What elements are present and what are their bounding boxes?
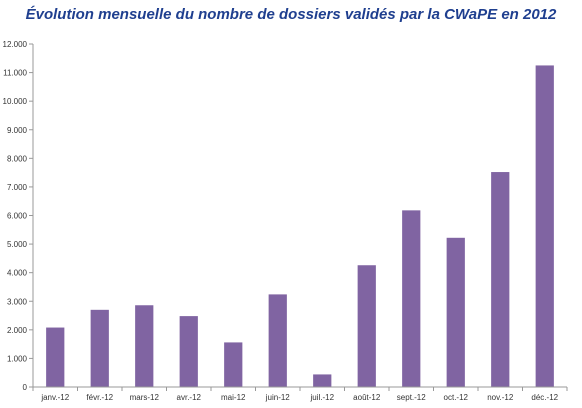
x-tick-label: juin-12 bbox=[265, 393, 291, 402]
x-tick-label: févr.-12 bbox=[86, 393, 113, 402]
bar bbox=[268, 294, 287, 387]
bar bbox=[46, 327, 65, 387]
y-tick-label: 11.000 bbox=[3, 69, 27, 78]
y-tick-label: 2.000 bbox=[7, 326, 28, 335]
x-tick-label: sept.-12 bbox=[397, 393, 426, 402]
y-axis-ticks: 0 1.000 2.000 3.000 4.000 5.000 6.000 7.000 8.00… bbox=[3, 40, 33, 392]
bar bbox=[135, 305, 154, 387]
y-tick-label: 3.000 bbox=[7, 297, 28, 306]
chart-title: Évolution mensuelle du nombre de dossier… bbox=[25, 6, 557, 23]
y-tick-label: 10.000 bbox=[3, 97, 28, 106]
x-tick-label: avr.-12 bbox=[177, 393, 202, 402]
y-tick-label: 4.000 bbox=[7, 269, 28, 278]
x-tick-label: mars-12 bbox=[130, 393, 160, 402]
y-tick-label: 12.000 bbox=[3, 40, 28, 49]
y-tick-label: 8.000 bbox=[7, 154, 28, 163]
x-tick-label: nov.-12 bbox=[487, 393, 514, 402]
bar bbox=[313, 374, 332, 387]
bar bbox=[535, 65, 554, 387]
y-tick-label: 7.000 bbox=[7, 183, 28, 192]
bar bbox=[90, 309, 109, 387]
bar bbox=[224, 342, 243, 387]
bar bbox=[402, 210, 421, 387]
y-tick-label: 5.000 bbox=[7, 240, 28, 249]
x-tick-label: déc.-12 bbox=[531, 393, 558, 402]
y-tick-label: 0 bbox=[23, 383, 28, 392]
bar bbox=[179, 316, 198, 387]
bar bbox=[491, 172, 510, 387]
y-tick-label: 9.000 bbox=[7, 126, 28, 135]
bar bbox=[446, 237, 465, 387]
bar bbox=[357, 265, 376, 387]
bars bbox=[46, 65, 554, 387]
y-tick-label: 6.000 bbox=[7, 212, 28, 221]
x-tick-label: oct.-12 bbox=[444, 393, 469, 402]
y-tick-label: 1.000 bbox=[7, 354, 28, 363]
x-tick-label: janv.-12 bbox=[40, 393, 69, 402]
x-tick-label: août-12 bbox=[353, 393, 381, 402]
x-tick-label: mai-12 bbox=[221, 393, 246, 402]
x-axis-ticks: janv.-12 févr.-12 mars-12 avr.-12 mai-12 juin… bbox=[32, 387, 568, 402]
x-tick-label: juil.-12 bbox=[309, 393, 334, 402]
